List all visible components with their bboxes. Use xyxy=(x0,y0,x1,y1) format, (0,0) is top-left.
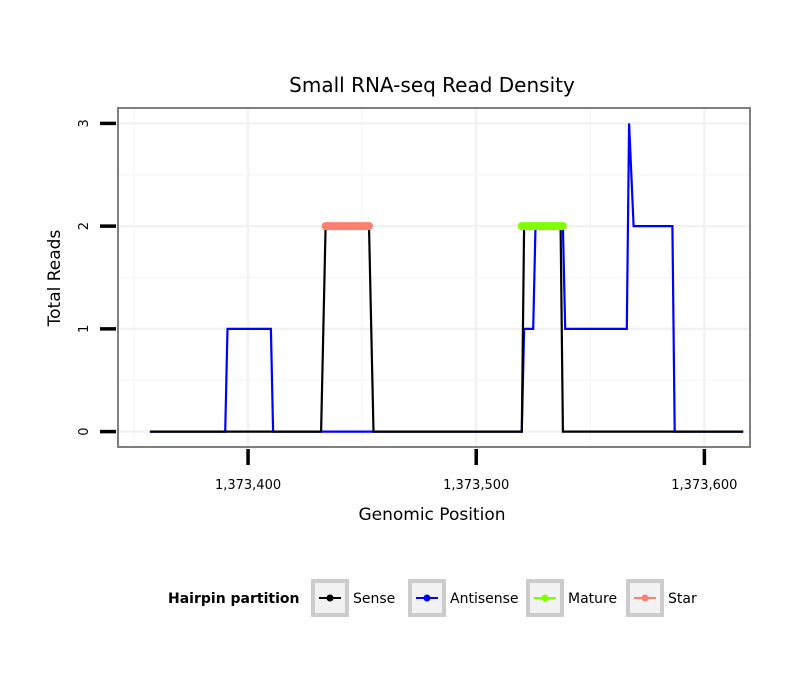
series-layer xyxy=(149,123,744,433)
y-tick-label: 1 xyxy=(77,325,92,333)
legend-label-star: Star xyxy=(668,591,697,607)
y-tick-label: 2 xyxy=(77,222,92,230)
legend-key-antisense xyxy=(408,579,446,617)
y-tick-label: 3 xyxy=(77,119,92,127)
legend-label-sense: Sense xyxy=(353,591,395,607)
series-sense-line xyxy=(149,225,744,433)
axes: 1,373,400 1,373,500 1,373,600 0 1 2 3 xyxy=(77,119,737,493)
x-tick-label: 1,373,600 xyxy=(671,478,737,493)
legend-key-point-antisense xyxy=(423,594,431,602)
legend-title: Hairpin partition xyxy=(168,591,299,607)
x-tick-label: 1,373,500 xyxy=(443,478,509,493)
y-axis-title: Total Reads xyxy=(45,230,65,328)
legend-label-antisense: Antisense xyxy=(450,591,519,607)
legend-key-point-mature xyxy=(541,594,549,602)
legend-label-mature: Mature xyxy=(568,591,617,607)
legend-key-point-star xyxy=(641,594,649,602)
chart-title: Small RNA-seq Read Density xyxy=(289,73,575,97)
grid xyxy=(118,108,750,447)
x-axis-title: Genomic Position xyxy=(358,505,505,525)
y-tick-label: 0 xyxy=(77,427,92,435)
x-tick-label: 1,373,400 xyxy=(215,478,281,493)
plot-panel-border xyxy=(117,107,751,448)
legend-key-point-sense xyxy=(326,594,334,602)
legend: Hairpin partition Sense Antisense Mature St… xyxy=(168,579,697,617)
